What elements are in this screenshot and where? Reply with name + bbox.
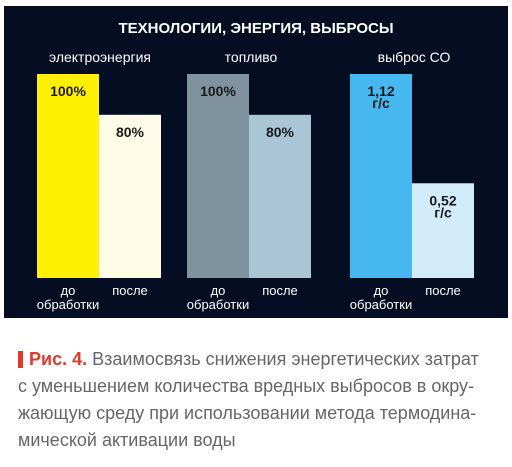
chart-panel: ТЕХНОЛОГИИ, ЭНЕРГИЯ, ВЫБРОСЫ электроэнер… bbox=[4, 6, 508, 318]
bar-3-1 bbox=[350, 74, 412, 278]
category-label-2-1-line: до bbox=[211, 283, 226, 298]
figure-caption: Рис. 4. Взаимосвязь снижения энергетичес… bbox=[18, 346, 508, 454]
category-label-3-1-line: обработки bbox=[350, 297, 412, 312]
bar-value-label-1-1-line: 100% bbox=[50, 83, 86, 99]
category-label-3-1-line: до bbox=[374, 283, 389, 298]
bar-value-label-1-2-line: 80% bbox=[116, 124, 145, 140]
category-label-1-1-line: до bbox=[61, 283, 76, 298]
category-label-1-1-line: обработки bbox=[37, 297, 99, 312]
caption-marker bbox=[18, 351, 23, 368]
bar-chart: ТЕХНОЛОГИИ, ЭНЕРГИЯ, ВЫБРОСЫ электроэнер… bbox=[37, 20, 474, 312]
group-label-2-line: топливо bbox=[225, 49, 278, 65]
category-label-3-2: после bbox=[425, 283, 461, 298]
caption-line-4: мической активации воды bbox=[18, 430, 236, 450]
bar-value-label-3-1-line: 1,12 bbox=[367, 83, 394, 99]
bar-value-label-2-2: 80% bbox=[266, 124, 295, 140]
group-label-1: электроэнергия bbox=[49, 49, 151, 65]
caption-line-3: жающую среду при использовании метода те… bbox=[18, 403, 477, 423]
bar-value-label-2-1: 100% bbox=[200, 83, 236, 99]
chart-title: ТЕХНОЛОГИИ, ЭНЕРГИЯ, ВЫБРОСЫ bbox=[118, 20, 393, 37]
bar-2-1 bbox=[187, 74, 249, 278]
category-label-2-2-line: после bbox=[262, 283, 298, 298]
bar-value-label-3-1: 1,12 г/с bbox=[367, 83, 394, 111]
group-label-1-line: электроэнергия bbox=[49, 49, 151, 65]
bar-1-2 bbox=[99, 114, 161, 278]
bar-value-label-2-2-line: 80% bbox=[266, 124, 295, 140]
bar-value-label-1-2: 80% bbox=[116, 124, 145, 140]
caption-line-2: с уменьшением количества вредных выбросо… bbox=[18, 376, 475, 396]
caption-text-1: Взаимосвязь снижения энергетических затр… bbox=[92, 349, 479, 369]
bar-value-label-3-2-line: г/с bbox=[434, 204, 452, 220]
category-label-1-2: после bbox=[112, 283, 148, 298]
bar-1-1 bbox=[37, 74, 99, 278]
category-label-1-1: до обработки bbox=[37, 283, 99, 312]
bar-2-2 bbox=[249, 114, 311, 278]
bar-value-label-2-1-line: 100% bbox=[200, 83, 236, 99]
caption-label: Рис. 4. bbox=[29, 349, 88, 369]
bar-value-label-3-1-line: г/с bbox=[372, 95, 390, 111]
bar-value-label-1-1: 100% bbox=[50, 83, 86, 99]
bar-value-label-3-2: 0,52 г/с bbox=[429, 192, 456, 220]
category-label-3-2-line: после bbox=[425, 283, 461, 298]
group-label-3: выброс СО bbox=[378, 49, 451, 65]
category-label-2-1-line: обработки bbox=[187, 297, 249, 312]
group-label-3-line: выброс СО bbox=[378, 49, 451, 65]
category-label-3-1: до обработки bbox=[350, 283, 412, 312]
category-label-1-2-line: после bbox=[112, 283, 148, 298]
category-label-2-2: после bbox=[262, 283, 298, 298]
caption-line-1: Рис. 4. Взаимосвязь снижения энергетичес… bbox=[18, 346, 508, 373]
category-label-2-1: до обработки bbox=[187, 283, 249, 312]
group-label-2: топливо bbox=[225, 49, 278, 65]
bar-3-2 bbox=[412, 183, 474, 278]
bar-value-label-3-2-line: 0,52 bbox=[429, 192, 456, 208]
